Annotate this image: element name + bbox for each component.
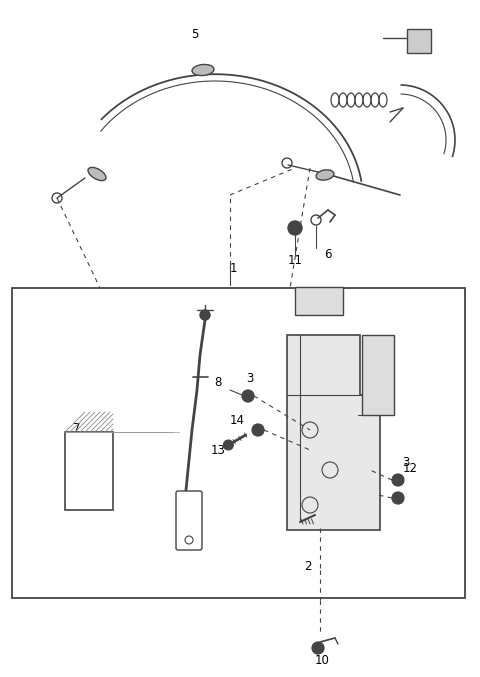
Bar [295,287,343,315]
Circle shape [395,495,401,501]
Circle shape [255,427,261,433]
Text: 2: 2 [304,561,312,573]
Text: 15: 15 [415,32,430,45]
Circle shape [392,492,404,504]
Circle shape [291,224,299,232]
Text: 6: 6 [324,248,332,261]
Circle shape [312,642,324,654]
Text: 7: 7 [73,422,81,435]
Circle shape [392,474,404,486]
FancyBboxPatch shape [176,491,202,550]
Bar [12,288,465,598]
Polygon shape [287,335,380,530]
Circle shape [245,393,252,399]
Bar [65,432,113,510]
Bar [362,335,394,415]
Circle shape [223,440,233,450]
Text: 11: 11 [288,253,302,267]
Circle shape [200,310,210,320]
Text: 1: 1 [229,261,237,274]
Text: 9: 9 [381,401,389,414]
Circle shape [288,221,302,235]
Text: 10: 10 [314,653,329,666]
Text: 12: 12 [403,462,418,475]
Text: 8: 8 [214,376,222,389]
Circle shape [242,390,254,402]
Text: 5: 5 [192,28,199,41]
Ellipse shape [316,170,334,180]
Circle shape [252,424,264,436]
Circle shape [395,477,401,483]
Ellipse shape [88,167,106,181]
Text: 14: 14 [229,414,244,427]
Text: 4: 4 [311,288,319,301]
Text: 3: 3 [246,372,254,385]
Ellipse shape [192,64,214,76]
Text: 13: 13 [211,443,226,456]
FancyBboxPatch shape [407,29,431,53]
Text: 3: 3 [402,456,410,468]
